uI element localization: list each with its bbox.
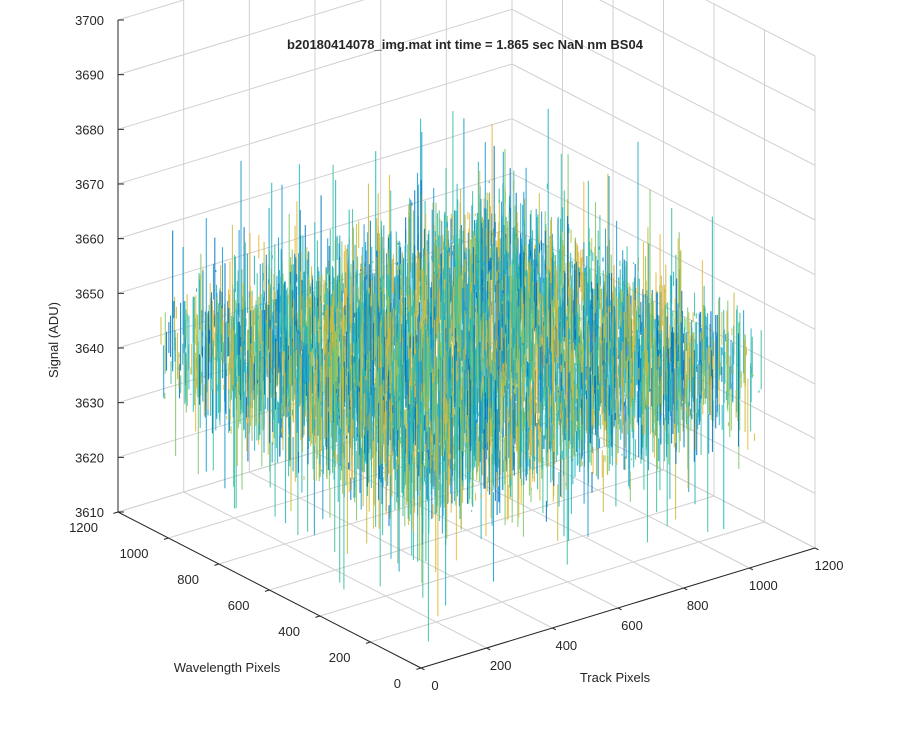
grid-line [270, 470, 664, 590]
